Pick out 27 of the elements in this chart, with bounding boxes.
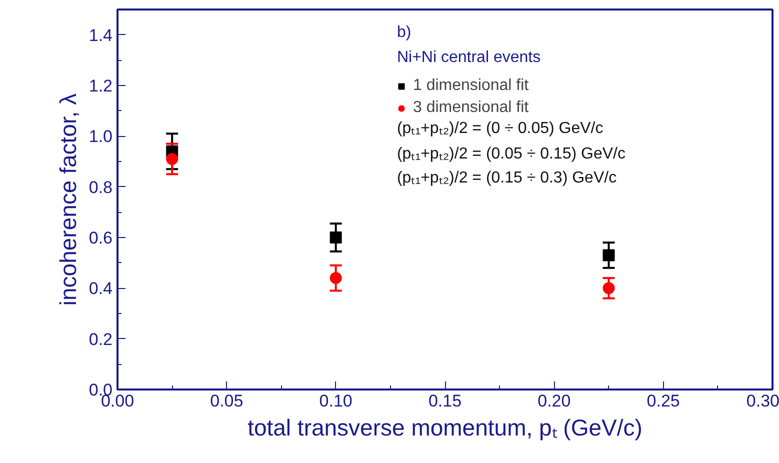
y-tick-label: 1.4 xyxy=(88,26,113,45)
annotation: Ni+Ni central events xyxy=(396,49,541,66)
x-tick-label: 0.25 xyxy=(646,392,680,410)
y-tick-label: 0.4 xyxy=(88,279,113,298)
annotation: (pₜ₁+pₜ₂)/2 = (0.15 ÷ 0.3) GeV/c xyxy=(396,170,617,187)
x-tick-label: 0.30 xyxy=(746,392,779,410)
point xyxy=(330,232,342,244)
point xyxy=(330,272,342,284)
x-tick-label: 0.15 xyxy=(428,392,462,410)
annotation: (pₜ₁+pₜ₂)/2 = (0.05 ÷ 0.15) GeV/c xyxy=(396,145,626,162)
legend-label: 1 dimensional fit xyxy=(413,76,529,96)
y-tick-label: 1.0 xyxy=(88,127,113,146)
y-tick-label: 0.6 xyxy=(88,228,113,248)
annotation: (pₜ₁+pₜ₂)/2 = (0 ÷ 0.05) GeV/c xyxy=(396,120,604,138)
annotation: b) xyxy=(396,24,412,41)
y-tick-label: 0.2 xyxy=(88,330,113,349)
x-tick-label: 0.10 xyxy=(319,392,352,410)
point xyxy=(602,282,615,294)
x-tick-label: 0.20 xyxy=(538,392,571,410)
x-tick-label: 0.05 xyxy=(210,392,244,410)
legend-label: 3 dimensional fit xyxy=(413,98,529,118)
point xyxy=(166,152,178,165)
x-axis-title: total transverse momentum, pₜ (GeV/c) xyxy=(248,414,642,440)
y-tick-label: 0.8 xyxy=(88,178,113,197)
point xyxy=(602,249,615,262)
y-tick-label: 1.2 xyxy=(88,76,113,96)
y-axis-title: incoherence factor, λ xyxy=(54,92,81,306)
